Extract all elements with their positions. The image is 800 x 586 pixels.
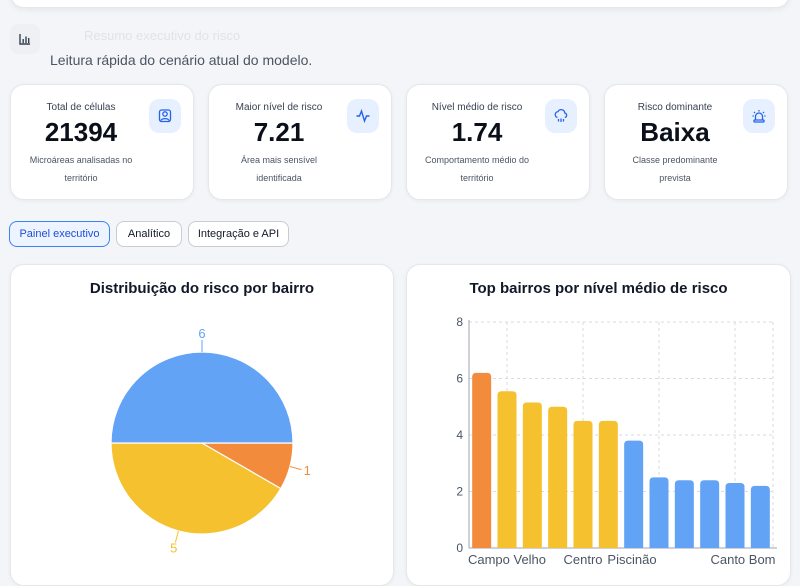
bar[interactable] — [472, 372, 492, 548]
y-tick-label: 4 — [456, 428, 463, 442]
siren-icon — [743, 99, 775, 133]
kpi-label: Nível médio de risco — [431, 102, 523, 113]
kpi-label: Total de células — [46, 102, 116, 113]
pie-label-line — [174, 530, 179, 543]
bar[interactable] — [624, 440, 644, 548]
bar[interactable] — [750, 485, 770, 548]
pie-value-label: 6 — [198, 326, 205, 341]
bar[interactable] — [497, 391, 517, 548]
section-subtitle: Leitura rápida do cenário atual do model… — [50, 52, 313, 68]
y-tick-label: 2 — [456, 485, 463, 499]
bar[interactable] — [598, 420, 618, 548]
tab-analitico[interactable]: Analítico — [116, 221, 182, 247]
bar-chart: 0 2 4 6 8 Campo Velho Centro Piscinão Canto Bom — [456, 315, 777, 567]
map-pin-user-icon — [149, 99, 181, 133]
bar[interactable] — [725, 483, 745, 548]
bar-chart-title: Top bairros por nível médio de risco — [469, 280, 728, 297]
kpi-desc: Área mais sensível identificada — [240, 155, 318, 183]
x-tick-label: Canto Bom — [710, 552, 775, 567]
cloud-rain-icon — [545, 99, 577, 133]
top-card — [10, 0, 790, 8]
kpi-total-cells: Total de células 21394 Microáreas analis… — [10, 84, 194, 200]
section-title: Resumo executivo do risco — [84, 28, 241, 43]
y-tick-label: 8 — [456, 315, 463, 329]
pie-value-label: 1 — [304, 463, 311, 478]
kpi-max-risk: Maior nível de risco 7.21 Área mais sens… — [208, 84, 392, 200]
kpi-desc: Microáreas analisadas no território — [29, 155, 133, 183]
kpi-desc: Comportamento médio do território — [424, 155, 530, 183]
bar[interactable] — [522, 402, 542, 548]
pie-chart: 5 1 6 — [110, 326, 311, 555]
bar[interactable] — [573, 420, 593, 548]
bar-chart-panel: Top bairros por nível médio de risco 0 2 4… — [406, 264, 791, 586]
y-tick-label: 0 — [456, 541, 463, 555]
kpi-label: Risco dominante — [637, 102, 713, 113]
bar[interactable] — [700, 480, 720, 548]
kpi-value: 7.21 — [253, 117, 305, 147]
bar-chart-icon — [10, 24, 40, 54]
pie-chart-title: Distribuição do risco por bairro — [89, 280, 315, 297]
pie-slice[interactable] — [110, 351, 294, 444]
kpi-mean-risk: Nível médio de risco 1.74 Comportamento … — [406, 84, 590, 200]
y-tick-label: 6 — [456, 372, 463, 386]
kpi-dominant-risk: Risco dominante Baixa Classe predominant… — [604, 84, 788, 200]
x-tick-label: Centro — [563, 552, 602, 567]
activity-icon — [347, 99, 379, 133]
kpi-value: 21394 — [44, 117, 118, 147]
pie-chart-panel: Distribuição do risco por bairro 5 1 6 — [10, 264, 394, 586]
pie-value-label: 5 — [170, 540, 177, 555]
bar[interactable] — [649, 477, 669, 548]
bar[interactable] — [674, 480, 694, 548]
pie-slice[interactable] — [110, 442, 282, 535]
kpi-value: Baixa — [640, 117, 710, 147]
x-tick-label: Piscinão — [607, 552, 656, 567]
tab-integracao-api[interactable]: Integração e API — [188, 221, 289, 247]
bar[interactable] — [548, 406, 568, 548]
kpi-desc: Classe predominante prevista — [632, 155, 718, 183]
x-tick-label: Campo Velho — [468, 552, 546, 567]
kpi-label: Maior nível de risco — [235, 102, 323, 113]
tab-painel-executivo[interactable]: Painel executivo — [9, 221, 110, 247]
pie-label-line — [289, 466, 302, 471]
kpi-value: 1.74 — [451, 117, 503, 147]
